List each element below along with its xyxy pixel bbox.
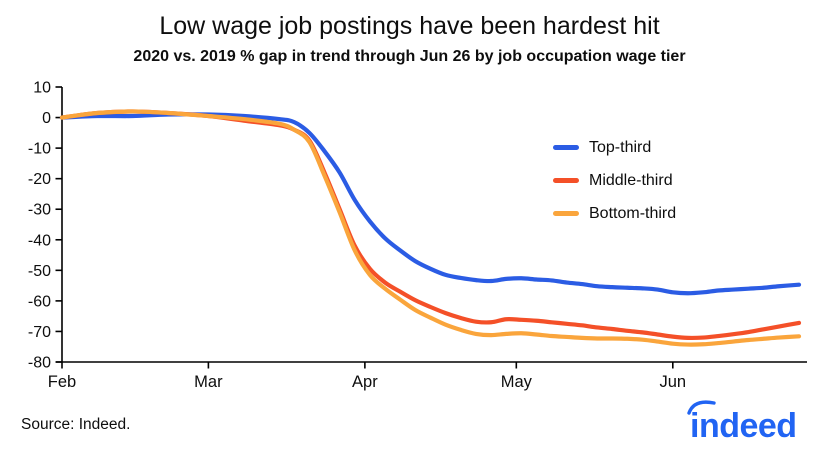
- y-tick-label: 0: [42, 110, 51, 127]
- y-tick-label: -20: [28, 171, 51, 188]
- series-line-top-third: [62, 114, 799, 293]
- chart-page: Low wage job postings have been hardest …: [0, 0, 819, 460]
- middle-third-line-swatch-icon: [553, 178, 579, 183]
- y-tick-label: -40: [28, 232, 51, 249]
- y-tick-label: -80: [28, 355, 51, 372]
- x-tick-label: Jun: [659, 373, 686, 391]
- series-line-bottom-third: [62, 111, 799, 344]
- x-tick-label: Apr: [352, 373, 378, 391]
- chart-plot: 10 0 -10 -20 -30 -40 -50 -60 -70 -80Feb Mar Apr May J…: [0, 0, 819, 460]
- x-tick-label: Mar: [194, 373, 223, 391]
- logo-text: indeed: [690, 404, 797, 448]
- top-third-line-swatch-icon: [553, 145, 579, 150]
- source-text: Source: Indeed.: [21, 416, 130, 434]
- y-tick-label: -60: [28, 293, 51, 310]
- legend-label: Bottom-third: [589, 205, 676, 223]
- y-tick-label: -50: [28, 263, 51, 280]
- y-tick-label: -10: [28, 141, 51, 158]
- series-line-middle-third: [62, 111, 799, 337]
- legend-item-top-third: Top-third: [553, 131, 676, 164]
- indeed-logo: indeed: [682, 402, 807, 452]
- bottom-third-line-swatch-icon: [553, 211, 579, 216]
- x-tick-label: May: [501, 373, 533, 391]
- legend-label: Middle-third: [589, 172, 673, 190]
- legend-label: Top-third: [589, 139, 651, 157]
- legend-item-bottom-third: Bottom-third: [553, 197, 676, 230]
- y-tick-label: -70: [28, 324, 51, 341]
- y-tick-label: 10: [33, 80, 51, 97]
- y-tick-label: -30: [28, 202, 51, 219]
- x-tick-label: Feb: [48, 373, 76, 391]
- legend-item-middle-third: Middle-third: [553, 164, 676, 197]
- legend: Top-third Middle-third Bottom-third: [553, 131, 676, 230]
